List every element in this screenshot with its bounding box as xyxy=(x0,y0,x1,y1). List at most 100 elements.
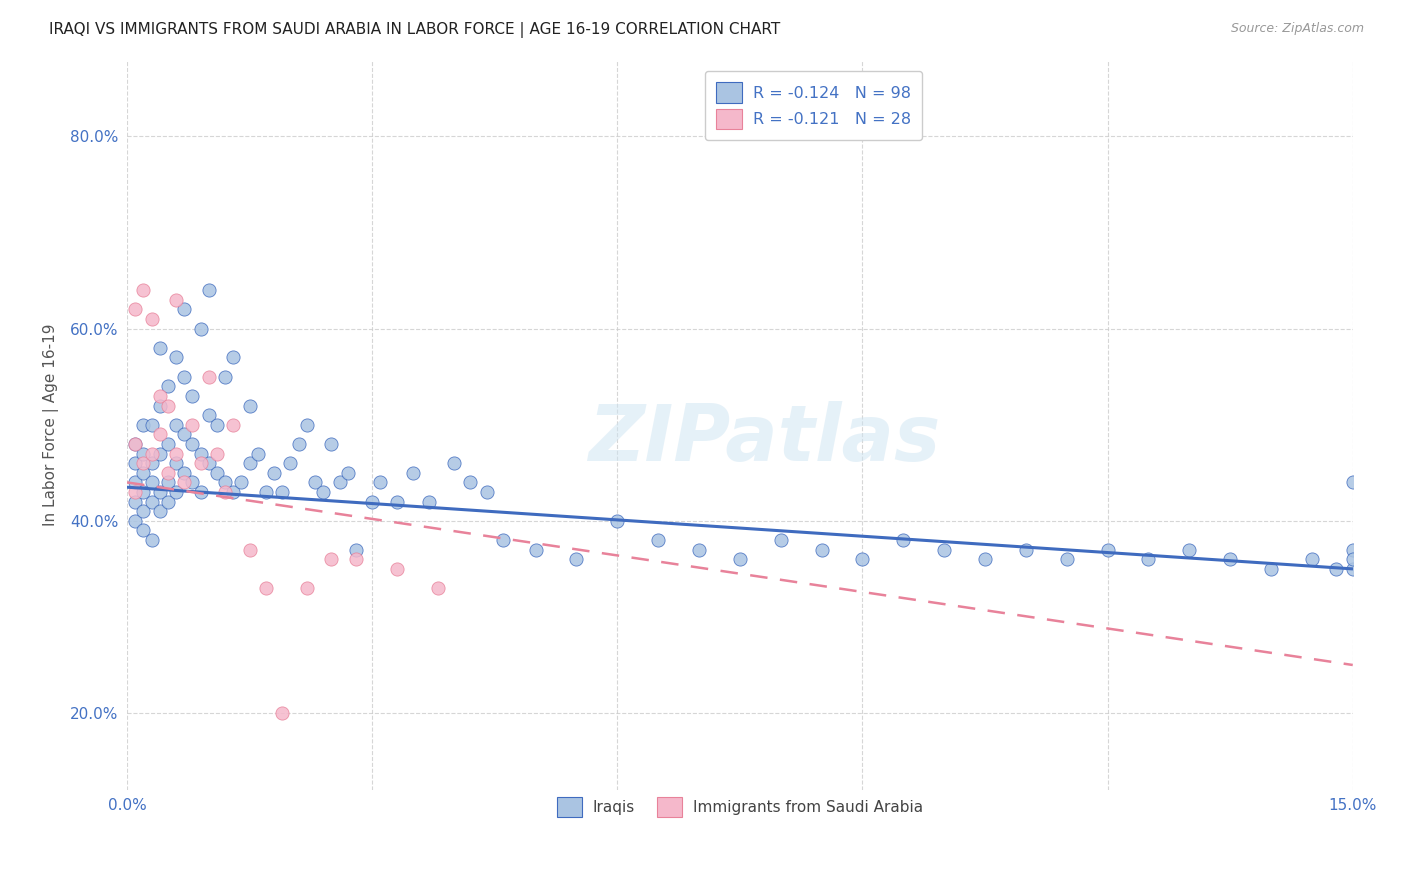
Point xyxy=(197,408,219,422)
Point xyxy=(173,427,195,442)
Point xyxy=(165,456,187,470)
Point xyxy=(141,312,163,326)
Point xyxy=(647,533,669,547)
Point xyxy=(132,283,155,297)
Point xyxy=(141,533,163,547)
Point xyxy=(443,456,465,470)
Point xyxy=(606,514,628,528)
Point xyxy=(132,524,155,538)
Point xyxy=(344,552,367,566)
Point xyxy=(165,447,187,461)
Point xyxy=(1341,552,1364,566)
Point xyxy=(222,485,245,500)
Point xyxy=(165,417,187,432)
Point xyxy=(205,447,228,461)
Point xyxy=(492,533,515,547)
Point xyxy=(132,417,155,432)
Point xyxy=(361,494,384,508)
Point xyxy=(271,485,294,500)
Point xyxy=(263,466,285,480)
Point xyxy=(312,485,335,500)
Point xyxy=(254,485,277,500)
Point xyxy=(239,542,262,557)
Text: ZIPatlas: ZIPatlas xyxy=(588,401,941,477)
Point xyxy=(190,447,212,461)
Legend: Iraqis, Immigrants from Saudi Arabia: Iraqis, Immigrants from Saudi Arabia xyxy=(548,789,932,826)
Point xyxy=(271,706,294,720)
Point xyxy=(165,293,187,307)
Point xyxy=(769,533,792,547)
Point xyxy=(402,466,425,480)
Point xyxy=(239,399,262,413)
Point xyxy=(181,437,204,451)
Point xyxy=(156,399,179,413)
Point xyxy=(370,475,392,490)
Point xyxy=(124,514,146,528)
Point xyxy=(173,466,195,480)
Point xyxy=(141,456,163,470)
Point xyxy=(132,466,155,480)
Point xyxy=(173,475,195,490)
Point xyxy=(141,494,163,508)
Point xyxy=(124,302,146,317)
Point xyxy=(280,456,302,470)
Point xyxy=(321,552,343,566)
Point xyxy=(231,475,253,490)
Point xyxy=(728,552,751,566)
Point xyxy=(181,417,204,432)
Point xyxy=(205,466,228,480)
Point xyxy=(1301,552,1323,566)
Point xyxy=(524,542,547,557)
Point xyxy=(132,485,155,500)
Point xyxy=(190,456,212,470)
Point xyxy=(197,283,219,297)
Point xyxy=(1341,475,1364,490)
Point xyxy=(565,552,588,566)
Point xyxy=(149,341,172,355)
Point xyxy=(156,466,179,480)
Point xyxy=(287,437,309,451)
Point xyxy=(426,581,449,595)
Point xyxy=(934,542,956,557)
Point xyxy=(181,389,204,403)
Point xyxy=(458,475,481,490)
Point xyxy=(1137,552,1160,566)
Point xyxy=(124,485,146,500)
Point xyxy=(344,542,367,557)
Point xyxy=(165,485,187,500)
Point xyxy=(385,562,408,576)
Point xyxy=(321,437,343,451)
Y-axis label: In Labor Force | Age 16-19: In Labor Force | Age 16-19 xyxy=(44,324,59,526)
Point xyxy=(475,485,498,500)
Point xyxy=(149,389,172,403)
Point xyxy=(165,351,187,365)
Point xyxy=(124,437,146,451)
Point xyxy=(336,466,359,480)
Point xyxy=(190,485,212,500)
Point xyxy=(688,542,710,557)
Point xyxy=(149,447,172,461)
Point xyxy=(246,447,269,461)
Point xyxy=(205,417,228,432)
Point xyxy=(132,456,155,470)
Point xyxy=(149,427,172,442)
Point xyxy=(1097,542,1119,557)
Point xyxy=(197,456,219,470)
Point xyxy=(1178,542,1201,557)
Point xyxy=(1219,552,1241,566)
Point xyxy=(214,485,236,500)
Point xyxy=(1056,552,1078,566)
Point xyxy=(124,456,146,470)
Text: IRAQI VS IMMIGRANTS FROM SAUDI ARABIA IN LABOR FORCE | AGE 16-19 CORRELATION CHA: IRAQI VS IMMIGRANTS FROM SAUDI ARABIA IN… xyxy=(49,22,780,38)
Point xyxy=(173,302,195,317)
Point xyxy=(222,417,245,432)
Point xyxy=(156,475,179,490)
Point xyxy=(124,437,146,451)
Point xyxy=(295,417,318,432)
Point xyxy=(1015,542,1038,557)
Point xyxy=(328,475,350,490)
Point xyxy=(156,379,179,393)
Point xyxy=(132,447,155,461)
Point xyxy=(149,504,172,518)
Point xyxy=(141,417,163,432)
